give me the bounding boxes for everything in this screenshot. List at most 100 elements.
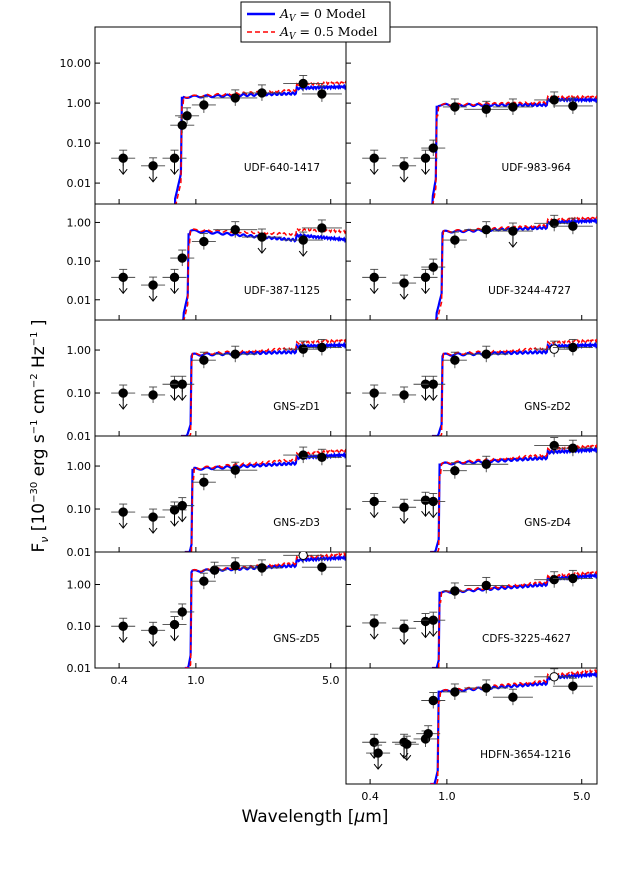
filled-marker: [257, 563, 267, 573]
data-point: [241, 228, 282, 254]
panel-frame: [94, 319, 347, 437]
filled-marker: [481, 580, 491, 591]
panel-gns-zd1: 0.01 0.10 1.00 GNS-zD1: [67, 319, 347, 443]
filled-marker: [169, 272, 180, 283]
panel-plot-area: [362, 214, 597, 320]
filled-marker: [148, 280, 158, 290]
data-point: [141, 276, 166, 302]
filled-marker: [399, 390, 409, 400]
filled-marker: [298, 78, 308, 89]
filled-marker: [568, 443, 578, 453]
panel-frame: [345, 551, 598, 669]
filled-marker: [199, 100, 209, 110]
filled-marker: [568, 573, 578, 584]
y-tick-label: 1.00: [67, 97, 92, 110]
filled-marker: [402, 739, 412, 749]
upper-limit-head: [170, 288, 179, 295]
upper-limit-head: [148, 640, 158, 648]
x-tick-label: 0.4: [110, 674, 128, 687]
data-point: [191, 233, 216, 250]
filled-marker: [118, 272, 128, 283]
data-point: [492, 222, 533, 248]
upper-limit-head: [428, 512, 438, 519]
data-point: [111, 149, 136, 175]
data-point: [213, 89, 258, 106]
upper-limit-head: [399, 176, 409, 183]
x-tick-label: 1.0: [187, 674, 205, 687]
filled-marker: [230, 224, 240, 235]
panel-frame: [94, 26, 347, 205]
filled-marker: [450, 102, 460, 112]
data-point: [202, 561, 227, 579]
data-point: [301, 219, 342, 236]
data-point: [170, 603, 195, 620]
upper-limit-head: [148, 527, 158, 534]
panel-udf-3244-4727: UDF-3244-4727: [345, 203, 598, 321]
filled-marker: [182, 111, 192, 121]
panel-gns-zd3: 0.01 0.10 1.00 GNS-zD3: [67, 435, 347, 559]
filled-marker: [481, 459, 491, 469]
data-point: [141, 508, 166, 534]
filled-marker: [568, 342, 578, 353]
filled-marker: [549, 440, 559, 451]
data-point: [175, 107, 200, 124]
filled-marker: [399, 278, 409, 288]
filled-marker: [549, 218, 559, 229]
data-point: [111, 617, 136, 644]
data-point: [552, 439, 593, 457]
data-point: [421, 493, 446, 519]
open-marker: [549, 672, 559, 682]
filled-marker: [399, 623, 409, 633]
data-point: [111, 268, 136, 295]
filled-marker: [428, 496, 438, 507]
upper-limit-head: [369, 168, 379, 175]
filled-marker: [428, 143, 438, 153]
upper-limit-head: [118, 168, 128, 175]
y-axis-title: Fν [10−30 erg s−1 cm−2 Hz−1 ]: [29, 319, 51, 552]
filled-marker: [317, 223, 327, 233]
upper-limit-head: [118, 636, 128, 644]
upper-limit-head: [369, 403, 379, 410]
filled-marker: [118, 621, 128, 631]
upper-limit-head: [421, 394, 430, 402]
data-point: [534, 668, 575, 685]
filled-marker: [568, 101, 578, 111]
filled-marker: [369, 388, 379, 398]
upper-limit-head: [118, 522, 128, 529]
upper-limit-head: [428, 394, 438, 402]
filled-marker: [148, 512, 158, 522]
filled-marker: [209, 565, 220, 575]
data-point: [241, 559, 282, 576]
filled-marker: [148, 390, 158, 400]
data-point: [442, 351, 467, 369]
upper-limit-head: [170, 168, 179, 175]
panel-label: UDF-983-964: [502, 162, 572, 174]
upper-limit-head: [118, 288, 128, 295]
upper-limit-head: [170, 635, 179, 642]
panel-label: GNS-zD3: [273, 517, 320, 529]
y-tick-label: 0.10: [67, 620, 92, 633]
filled-marker: [177, 120, 187, 130]
upper-limit-head: [399, 517, 409, 525]
panel-label: UDF-3244-4727: [488, 285, 571, 297]
data-point: [362, 149, 387, 175]
panel-plot-area: [362, 91, 597, 204]
data-point: [421, 258, 446, 276]
filled-marker: [257, 88, 267, 98]
data-point: [362, 268, 387, 295]
filled-marker: [508, 692, 518, 702]
y-tick-label: 0.01: [67, 177, 92, 190]
upper-limit-head: [170, 520, 179, 527]
data-point: [552, 217, 593, 235]
panel-hdfn-3654-1216: 0.4 1.0 5.0 HDFN-3654-1216: [345, 667, 598, 803]
filled-marker: [549, 575, 559, 585]
model-av05-line: [181, 337, 346, 436]
data-point: [534, 91, 575, 108]
data-point: [362, 384, 387, 410]
data-point: [170, 497, 195, 523]
filled-marker: [177, 500, 187, 511]
filled-marker: [257, 232, 267, 242]
model-av0-line: [435, 217, 597, 320]
data-point: [111, 384, 136, 410]
data-point: [111, 503, 136, 529]
